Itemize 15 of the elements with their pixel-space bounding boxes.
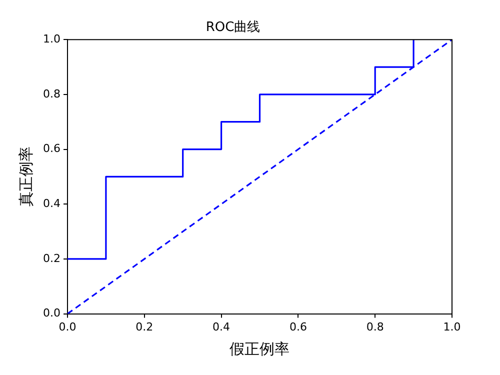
y-tick-label: 0.6 (42, 142, 60, 156)
y-axis-title: 真正例率 (16, 146, 35, 207)
x-axis-title: 假正例率 (230, 340, 290, 358)
x-tick-label: 0.6 (289, 320, 307, 334)
x-tick-label: 1.0 (443, 320, 461, 334)
x-tick-label: 0.2 (136, 320, 154, 334)
x-tick-label: 0.4 (212, 320, 230, 334)
chart-title: ROC曲线 (206, 20, 260, 36)
y-tick-label: 0.2 (42, 252, 60, 265)
y-tick-label: 0.8 (42, 87, 60, 100)
x-tick-label: 0.0 (58, 320, 76, 334)
y-tick-label: 0.0 (42, 306, 60, 320)
y-tick-label: 0.4 (42, 196, 60, 210)
y-tick-label: 1.0 (42, 32, 60, 46)
x-tick-label: 0.8 (366, 320, 384, 334)
